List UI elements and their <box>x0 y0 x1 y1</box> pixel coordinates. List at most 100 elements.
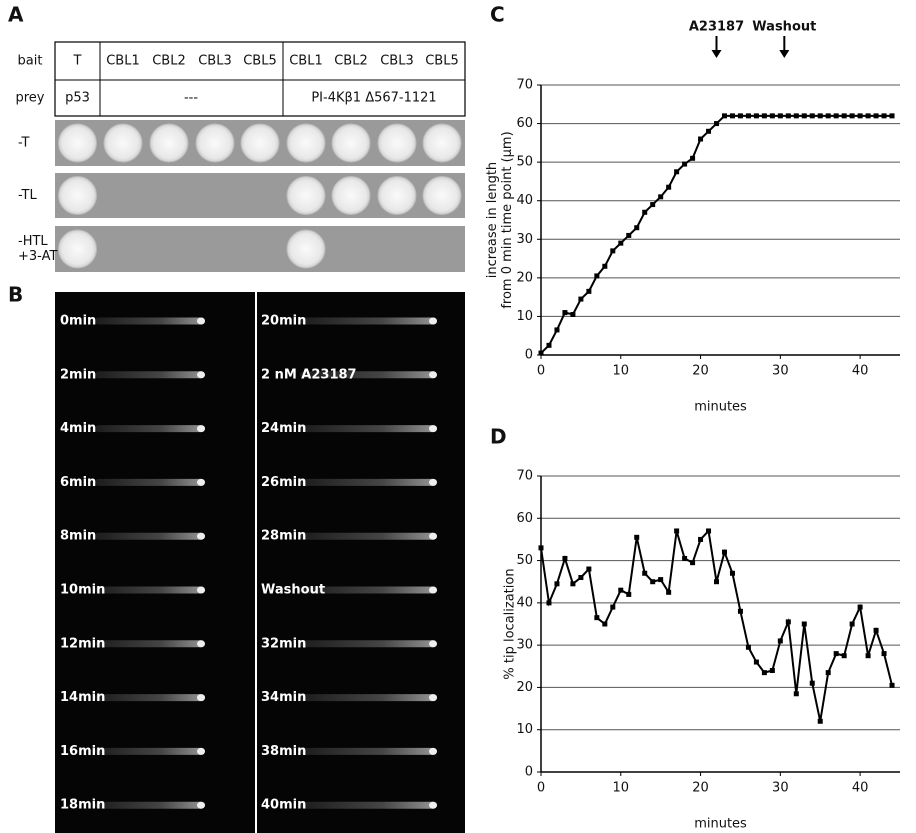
data-point <box>602 621 608 627</box>
pollen-tube <box>95 317 205 325</box>
data-point <box>626 232 632 238</box>
pollen-tube <box>300 694 437 702</box>
timepoint-label: 28min <box>261 529 306 544</box>
data-point <box>769 113 775 119</box>
tube-tip <box>197 371 205 379</box>
bait-cell: CBL2 <box>334 54 368 69</box>
colony <box>377 123 417 163</box>
data-point <box>602 263 608 269</box>
tube-tip <box>429 586 437 594</box>
data-point <box>578 296 584 302</box>
plate-strip <box>55 226 465 272</box>
y-tick-label: 40 <box>516 595 533 610</box>
data-point <box>801 113 807 119</box>
prey-cell: PI-4Kβ1 Δ567-1121 <box>311 91 436 106</box>
pollen-tube <box>95 478 205 486</box>
data-point <box>889 113 895 119</box>
tube-tip <box>429 640 437 648</box>
data-point <box>706 128 712 134</box>
medium-label: -HTL <box>18 234 48 249</box>
data-point <box>833 113 839 119</box>
prey-cell: p53 <box>65 91 90 106</box>
data-point <box>538 545 544 551</box>
data-point <box>562 555 568 561</box>
data-point <box>682 161 688 167</box>
y-tick-label: 30 <box>516 638 533 653</box>
prey-cell: --- <box>184 91 198 106</box>
pollen-tube <box>300 317 437 325</box>
timepoint-label: 34min <box>261 690 306 705</box>
y-axis-label: % tip localization <box>503 568 518 679</box>
data-point <box>849 621 855 627</box>
data-point <box>745 644 751 650</box>
data-point <box>761 670 767 676</box>
medium-label: +3-AT <box>18 249 57 264</box>
data-point <box>889 682 895 688</box>
data-point <box>658 194 664 200</box>
annotation-arrowhead <box>779 50 790 58</box>
pollen-tube <box>95 425 205 433</box>
timepoint-label: 4min <box>60 421 96 436</box>
data-point <box>737 608 743 614</box>
timepoint-label: 20min <box>261 314 306 329</box>
pollen-tube <box>95 586 205 594</box>
panel-label: D <box>490 425 507 449</box>
x-tick-label: 10 <box>613 781 630 796</box>
y-tick-label: 10 <box>516 309 533 324</box>
data-point <box>873 627 879 633</box>
data-point <box>777 113 783 119</box>
pollen-tube <box>95 532 205 540</box>
data-point <box>714 579 720 585</box>
pollen-tube <box>300 371 437 379</box>
data-point <box>690 560 696 566</box>
data-point <box>674 169 680 175</box>
tube-tip <box>197 694 205 702</box>
colony <box>240 123 280 163</box>
tube-tip <box>197 532 205 540</box>
timepoint-label: 16min <box>60 744 105 759</box>
data-point <box>666 589 672 595</box>
data-point <box>833 651 839 657</box>
colony <box>286 176 326 215</box>
y-tick-label: 70 <box>516 469 533 484</box>
table-frame <box>54 41 466 117</box>
x-axis-label: minutes <box>694 817 747 832</box>
data-point <box>865 653 871 659</box>
timepoint-label: 2 nM A23187 <box>261 367 357 382</box>
data-point <box>594 273 600 279</box>
colony <box>58 229 97 269</box>
data-point <box>618 240 624 246</box>
data-point <box>642 209 648 215</box>
data-point <box>777 638 783 644</box>
tube-tip <box>429 317 437 325</box>
timepoint-label: 18min <box>60 798 105 813</box>
data-point <box>825 113 831 119</box>
data-point <box>729 113 735 119</box>
x-tick-label: 30 <box>772 781 789 796</box>
data-point <box>769 668 775 674</box>
annotation: Washout <box>752 20 816 35</box>
data-point <box>745 113 751 119</box>
data-point <box>737 113 743 119</box>
annotation: A23187 <box>689 20 744 35</box>
data-point <box>706 528 712 534</box>
data-point <box>642 570 648 576</box>
y-tick-label: 20 <box>516 270 533 285</box>
panel-label: B <box>8 283 23 307</box>
data-point <box>809 680 815 686</box>
pollen-tube <box>300 640 437 648</box>
timepoint-label: Washout <box>261 583 325 598</box>
y-axis-label: increase in length <box>485 162 500 278</box>
data-point <box>881 651 887 657</box>
y-tick-label: 10 <box>516 722 533 737</box>
timepoint-label: 14min <box>60 690 105 705</box>
pollen-tube <box>95 801 205 809</box>
x-tick-label: 0 <box>537 781 545 796</box>
data-point <box>634 225 640 231</box>
data-point <box>586 288 592 294</box>
tube-tip <box>197 801 205 809</box>
data-point <box>721 113 727 119</box>
data-point <box>674 528 680 534</box>
pollen-tube <box>300 801 437 809</box>
tube-tip <box>429 478 437 486</box>
